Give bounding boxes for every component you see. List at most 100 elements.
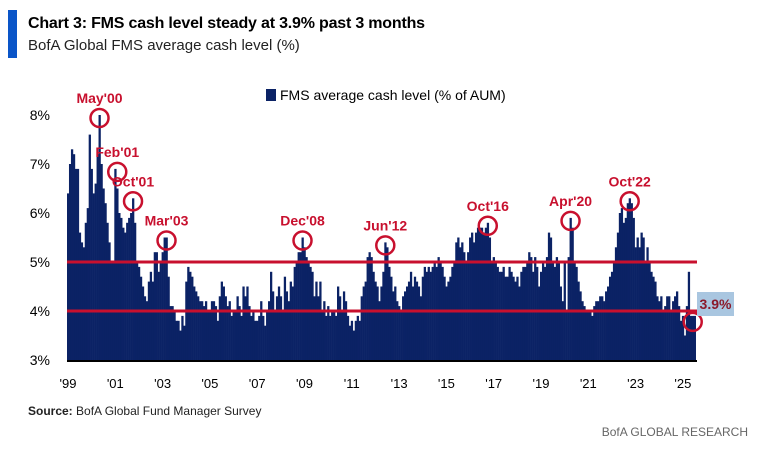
- bar: [224, 296, 227, 360]
- bar: [618, 213, 622, 360]
- bar: [571, 227, 574, 360]
- bar: [216, 320, 220, 360]
- bar: [108, 242, 111, 360]
- x-tick-label: '13: [391, 376, 408, 391]
- title-accent-bar: [8, 10, 17, 58]
- x-tick-label: '15: [438, 376, 455, 391]
- bar: [358, 320, 361, 360]
- bar: [210, 301, 214, 360]
- bar: [82, 247, 86, 360]
- bar: [204, 301, 208, 360]
- bar: [256, 320, 259, 360]
- bar: [608, 276, 612, 360]
- bar: [244, 296, 247, 360]
- bar: [559, 286, 562, 360]
- x-tick-label: '01: [107, 376, 124, 391]
- bar: [92, 193, 95, 360]
- bar: [624, 217, 628, 360]
- y-tick-label: 8%: [30, 107, 50, 123]
- bar: [191, 276, 194, 360]
- bar: [512, 276, 515, 360]
- bar: [536, 266, 539, 360]
- bar: [528, 252, 531, 360]
- x-tick-label: '21: [580, 376, 597, 391]
- bar: [693, 315, 696, 360]
- bar: [137, 266, 141, 360]
- bar: [670, 311, 673, 360]
- bar: [356, 315, 359, 360]
- bar: [340, 311, 344, 360]
- bar: [76, 168, 80, 360]
- bar: [202, 306, 206, 360]
- bar: [167, 276, 170, 360]
- bar: [250, 315, 253, 360]
- bar: [173, 311, 176, 360]
- bar: [319, 281, 322, 360]
- bar: [626, 203, 629, 360]
- bar: [364, 281, 367, 360]
- bar: [303, 247, 306, 360]
- bar: [496, 266, 499, 360]
- bar: [323, 301, 326, 360]
- bar: [126, 222, 129, 360]
- bar: [394, 286, 397, 360]
- bar: [547, 232, 551, 360]
- bar: [691, 315, 695, 360]
- bar: [622, 222, 626, 360]
- bar: [522, 266, 525, 360]
- bar: [476, 227, 480, 360]
- bar: [599, 296, 602, 360]
- bar: [589, 311, 592, 360]
- bar: [543, 266, 547, 360]
- legend-swatch: [266, 89, 276, 101]
- bar: [313, 296, 316, 360]
- bar: [252, 311, 255, 360]
- last-value-box: [697, 292, 734, 316]
- y-tick-label: 3%: [30, 352, 50, 368]
- bar: [321, 311, 324, 360]
- bar: [118, 213, 121, 360]
- bar: [183, 325, 186, 360]
- bar: [354, 320, 358, 360]
- bar: [197, 296, 200, 360]
- bar: [687, 271, 691, 360]
- bar: [266, 311, 269, 360]
- bar: [344, 301, 348, 360]
- bar: [374, 281, 377, 360]
- bar: [583, 306, 586, 360]
- bar: [423, 266, 426, 360]
- bar: [88, 134, 91, 360]
- bar: [128, 217, 131, 360]
- bar: [329, 315, 332, 360]
- bar: [520, 271, 523, 360]
- bar: [169, 306, 172, 360]
- bar: [139, 276, 143, 360]
- bar: [500, 271, 503, 360]
- bar: [417, 286, 421, 360]
- bar: [287, 301, 290, 360]
- bar: [654, 281, 657, 360]
- bar: [628, 198, 631, 360]
- y-tick-label: 4%: [30, 303, 50, 319]
- bar: [382, 271, 385, 360]
- bar: [415, 281, 419, 360]
- bar: [469, 237, 472, 360]
- bar: [388, 266, 391, 360]
- bar: [201, 301, 204, 360]
- bar: [285, 291, 289, 360]
- bar: [478, 227, 482, 360]
- bar: [281, 311, 285, 360]
- bar: [567, 257, 570, 360]
- bar: [642, 237, 645, 360]
- bar: [474, 232, 478, 360]
- bar: [147, 281, 151, 360]
- x-tick-label: '17: [485, 376, 502, 391]
- bar: [86, 208, 89, 360]
- bar: [350, 320, 354, 360]
- bar: [640, 232, 643, 360]
- bar: [230, 315, 233, 360]
- bar: [565, 311, 568, 360]
- bar: [309, 266, 312, 360]
- bar: [149, 271, 153, 360]
- source-label: Source:: [28, 404, 73, 418]
